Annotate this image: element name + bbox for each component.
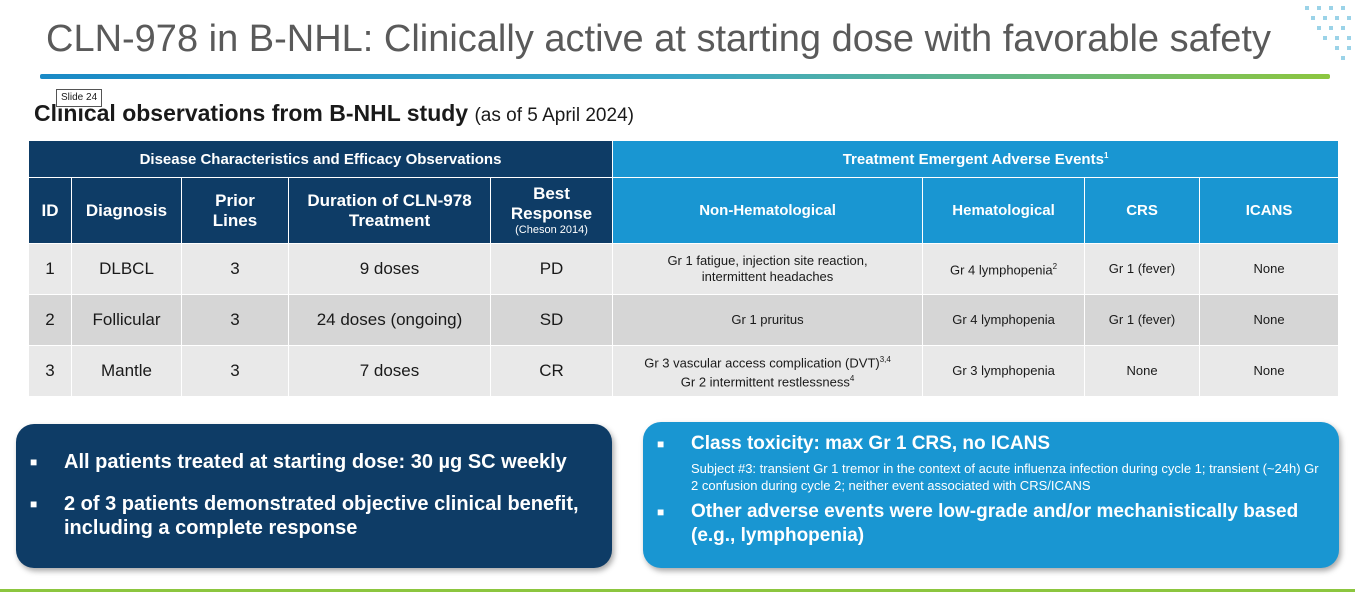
square-bullet-icon: ■ <box>30 455 38 469</box>
list-item: ■ 2 of 3 patients demonstrated objective… <box>30 493 579 539</box>
bullet-detail: Subject #3: transient Gr 1 tremor in the… <box>691 461 1319 493</box>
observations-table: Disease Characteristics and Efficacy Obs… <box>27 140 1340 397</box>
col-header-hematological: Hematological <box>922 177 1086 244</box>
square-bullet-icon: ■ <box>657 505 665 519</box>
title-divider <box>40 74 1330 79</box>
group-header-efficacy: Disease Characteristics and Efficacy Obs… <box>27 140 614 178</box>
subtitle-bold: Clinical observations from B-NHL study <box>34 100 469 126</box>
list-item: ■ Other adverse events were low-grade an… <box>657 501 1299 546</box>
section-subtitle: Clinical observations from B-NHL study (… <box>34 100 634 127</box>
key-findings-box: ■ All patients treated at starting dose:… <box>16 424 612 568</box>
col-header-diagnosis: Diagnosis <box>71 177 182 244</box>
col-header-crs: CRS <box>1084 177 1201 244</box>
list-item: ■ All patients treated at starting dose:… <box>30 451 567 473</box>
square-bullet-icon: ■ <box>30 497 38 511</box>
col-header-prior-lines: Prior Lines <box>181 177 289 244</box>
square-bullet-icon: ■ <box>657 437 665 451</box>
page-title: CLN-978 in B-NHL: Clinically active at s… <box>46 18 1271 60</box>
slide-number-tag: Slide 24 <box>56 89 103 107</box>
col-header-icans: ICANS <box>1199 177 1340 244</box>
group-header-adverse-events: Treatment Emergent Adverse Events1 <box>612 140 1340 178</box>
safety-summary-box: ■ Class toxicity: max Gr 1 CRS, no ICANS… <box>643 422 1339 568</box>
list-item: ■ Class toxicity: max Gr 1 CRS, no ICANS <box>657 433 1050 454</box>
col-header-id: ID <box>28 177 72 244</box>
subtitle-date: (as of 5 April 2024) <box>474 105 634 126</box>
col-header-duration: Duration of CLN-978 Treatment <box>288 177 491 244</box>
table-row: 1 DLBCL 3 9 doses PD Gr 1 fatigue, injec… <box>28 243 1340 295</box>
table-row: 3 Mantle 3 7 doses CR Gr 3 vascular acce… <box>28 345 1340 397</box>
col-header-non-hematological: Non-Hematological <box>612 177 924 244</box>
footer-divider <box>0 589 1355 592</box>
decorative-dots-graphic <box>1305 6 1351 60</box>
col-header-best-response: Best Response (Cheson 2014) <box>489 177 614 244</box>
table-row: 2 Follicular 3 24 doses (ongoing) SD Gr … <box>28 294 1340 346</box>
